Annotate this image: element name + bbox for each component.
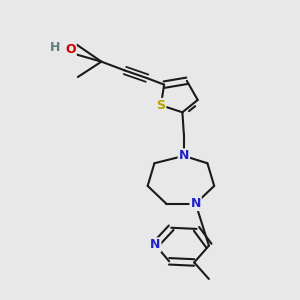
Text: S: S [156,99,165,112]
Text: O: O [65,43,76,56]
Text: N: N [150,238,160,251]
Text: H: H [50,41,60,54]
Text: N: N [190,197,201,210]
Text: N: N [179,149,189,162]
